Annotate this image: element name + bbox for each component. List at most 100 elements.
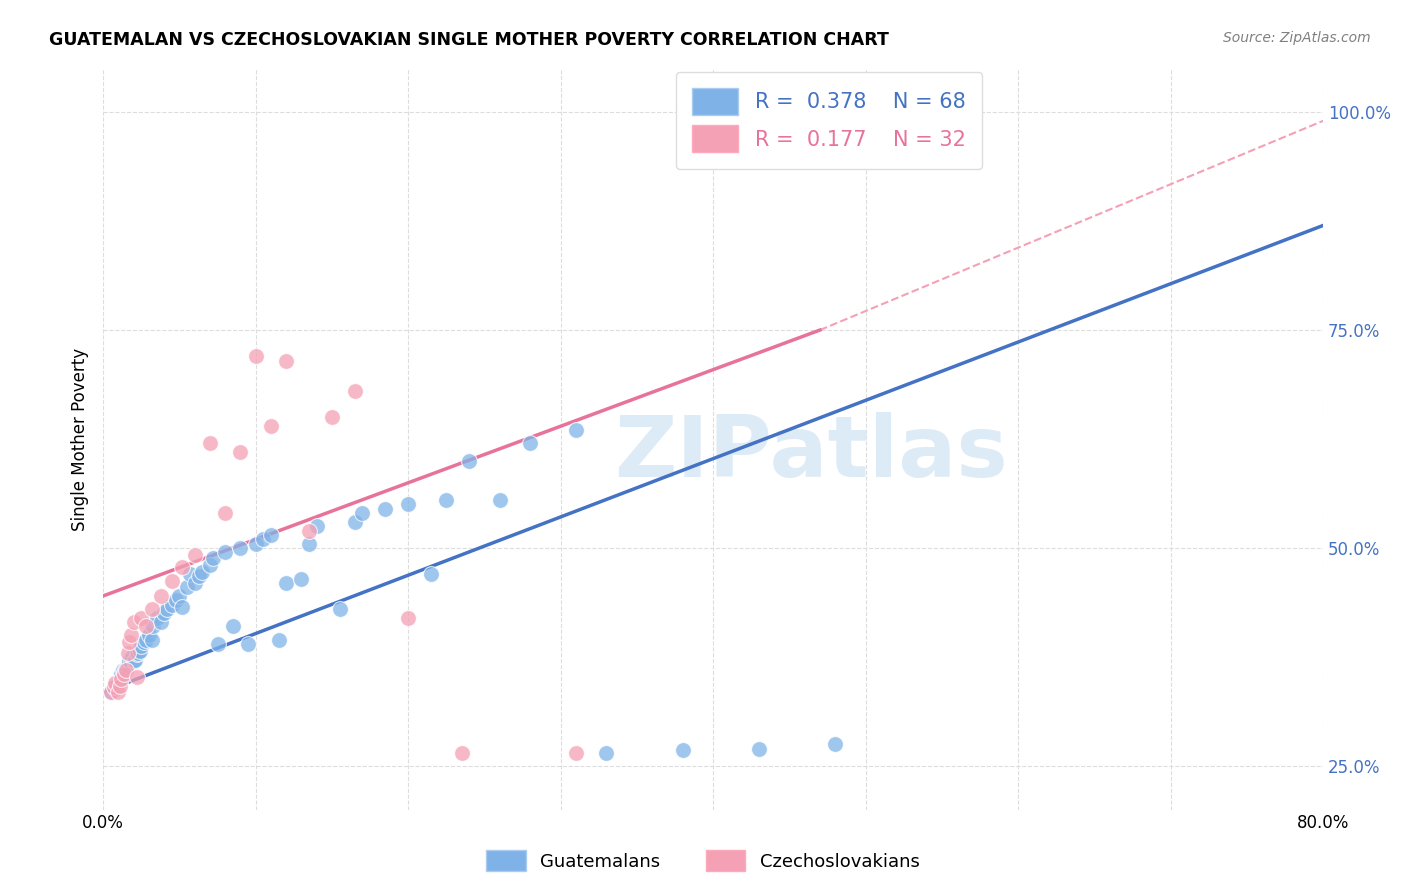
Point <box>191 566 214 580</box>
Point <box>127 646 149 660</box>
Point <box>420 567 443 582</box>
Point <box>153 607 176 621</box>
Point <box>114 665 136 679</box>
Point <box>117 646 139 660</box>
Point <box>179 567 201 582</box>
Point <box>169 589 191 603</box>
Point <box>124 652 146 666</box>
Point <box>110 667 132 681</box>
Point <box>104 682 127 697</box>
Point <box>458 454 481 468</box>
Point <box>290 572 312 586</box>
Point <box>214 506 236 520</box>
Point <box>129 611 152 625</box>
Point <box>321 410 343 425</box>
Point <box>104 676 127 690</box>
Point <box>260 528 283 542</box>
Point <box>108 672 131 686</box>
Point <box>672 743 695 757</box>
Point <box>135 632 157 647</box>
Point <box>214 545 236 559</box>
Point <box>160 574 183 588</box>
Point <box>343 384 366 398</box>
Point <box>105 679 128 693</box>
Point <box>434 493 457 508</box>
Point <box>519 436 541 450</box>
Point <box>138 628 160 642</box>
Point <box>111 663 134 677</box>
Point <box>222 619 245 633</box>
Point <box>141 632 163 647</box>
Point <box>110 672 132 686</box>
Point <box>142 619 165 633</box>
Point <box>252 533 274 547</box>
Point <box>118 654 141 668</box>
Point <box>595 746 617 760</box>
Point <box>107 676 129 690</box>
Point <box>276 353 298 368</box>
Point <box>122 615 145 629</box>
Point <box>488 493 510 508</box>
Point <box>396 611 419 625</box>
Text: Source: ZipAtlas.com: Source: ZipAtlas.com <box>1223 31 1371 45</box>
Point <box>134 635 156 649</box>
Legend: R =  0.378    N = 68, R =  0.177    N = 32: R = 0.378 N = 68, R = 0.177 N = 32 <box>676 71 983 169</box>
Point <box>276 575 298 590</box>
Point <box>183 548 205 562</box>
Text: ZIPatlas: ZIPatlas <box>614 412 1008 495</box>
Point <box>245 536 267 550</box>
Point <box>298 524 321 538</box>
Point <box>352 506 374 520</box>
Point <box>450 746 472 760</box>
Point <box>305 519 328 533</box>
Point <box>122 654 145 668</box>
Point <box>103 681 125 695</box>
Point <box>824 737 846 751</box>
Point <box>135 619 157 633</box>
Point <box>183 575 205 590</box>
Point <box>328 602 350 616</box>
Point <box>145 611 167 625</box>
Point <box>120 656 142 670</box>
Point <box>118 635 141 649</box>
Point <box>115 661 138 675</box>
Point <box>172 560 194 574</box>
Point <box>128 644 150 658</box>
Point <box>198 558 221 573</box>
Point <box>165 593 187 607</box>
Point <box>125 648 148 662</box>
Point <box>201 551 224 566</box>
Point <box>160 598 183 612</box>
Legend: Guatemalans, Czechoslovakians: Guatemalans, Czechoslovakians <box>479 843 927 879</box>
Point <box>172 600 194 615</box>
Point <box>150 589 173 603</box>
Point <box>114 667 136 681</box>
Point <box>748 741 770 756</box>
Point <box>396 497 419 511</box>
Point <box>229 445 252 459</box>
Point <box>198 436 221 450</box>
Point <box>207 637 229 651</box>
Point <box>260 419 283 434</box>
Point <box>150 615 173 629</box>
Point <box>245 349 267 363</box>
Point <box>156 602 179 616</box>
Point <box>374 501 396 516</box>
Point <box>236 637 259 651</box>
Point <box>565 746 588 760</box>
Point <box>267 632 290 647</box>
Point <box>129 639 152 653</box>
Point <box>103 681 125 695</box>
Point <box>188 569 211 583</box>
Point <box>298 536 321 550</box>
Point <box>565 423 588 437</box>
Point <box>229 541 252 555</box>
Point <box>343 515 366 529</box>
Point <box>100 685 122 699</box>
Point <box>100 685 122 699</box>
Text: GUATEMALAN VS CZECHOSLOVAKIAN SINGLE MOTHER POVERTY CORRELATION CHART: GUATEMALAN VS CZECHOSLOVAKIAN SINGLE MOT… <box>49 31 889 49</box>
Y-axis label: Single Mother Poverty: Single Mother Poverty <box>72 348 89 531</box>
Point <box>117 658 139 673</box>
Point <box>125 670 148 684</box>
Point <box>120 628 142 642</box>
